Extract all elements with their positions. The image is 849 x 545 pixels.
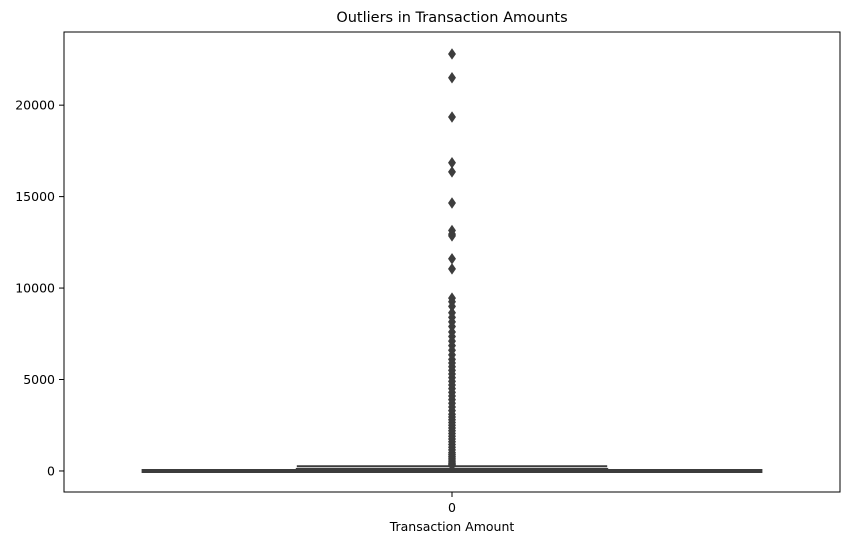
y-tick-label: 20000: [15, 98, 55, 113]
yaxis-ticks: 0 5000 10000 15000 20000: [15, 98, 64, 478]
xaxis-ticks: 0: [448, 492, 456, 515]
outlier-point: [448, 71, 456, 84]
outlier-points: [448, 48, 456, 472]
outlier-point: [448, 166, 456, 178]
x-axis-label: Transaction Amount: [389, 519, 515, 534]
outlier-point: [448, 197, 456, 209]
outlier-point: [448, 48, 456, 60]
outlier-point: [448, 253, 456, 265]
y-tick-label: 15000: [15, 189, 55, 204]
outlier-point: [448, 230, 456, 242]
outlier-point: [448, 111, 456, 123]
plot-frame: [63, 31, 841, 493]
chart-title: Outliers in Transaction Amounts: [336, 10, 567, 26]
outlier-point: [448, 459, 456, 472]
y-tick-label: 10000: [15, 281, 55, 296]
outlier-point: [448, 263, 456, 275]
y-tick-label: 0: [47, 463, 55, 478]
y-tick-label: 5000: [23, 372, 55, 387]
x-tick-label: 0: [448, 500, 456, 515]
